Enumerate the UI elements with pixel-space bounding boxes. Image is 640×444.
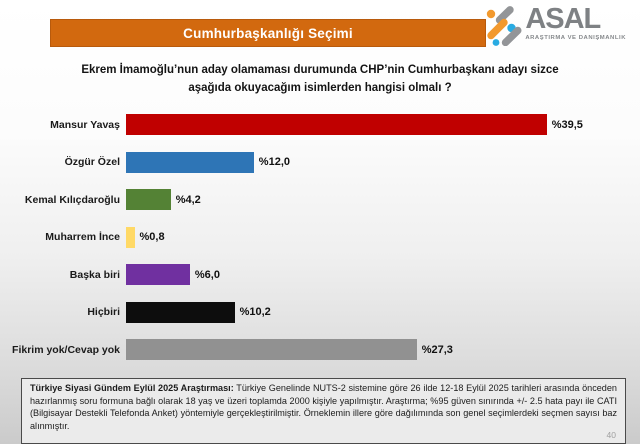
bar xyxy=(126,114,547,136)
page-number: 40 xyxy=(606,430,616,441)
survey-question-line2: aşağıda okuyacağım isimlerden hangisi ol… xyxy=(188,81,452,94)
bar-category-label: Başka biri xyxy=(69,268,120,281)
bar-category-label: Hiçbiri xyxy=(87,306,120,319)
bar-value-label: %12,0 xyxy=(258,156,290,169)
bar-value-label: %0,8 xyxy=(139,231,165,244)
bar xyxy=(126,339,417,361)
chart-row: Fikrim yok/Cevap yok %27,3 xyxy=(8,331,632,369)
chart-row: Mansur Yavaş %39,5 xyxy=(8,106,632,144)
methodology-note: Türkiye Siyasi Gündem Eylül 2025 Araştır… xyxy=(21,378,626,444)
bar-category-label: Muharrem İnce xyxy=(45,231,120,244)
logo-subtitle: ARAŞTIRMA VE DANIŞMANLIK xyxy=(525,34,626,41)
bar-chart: Mansur Yavaş %39,5 Özgür Özel %12,0 Kema… xyxy=(8,106,632,369)
asal-logo: ASAL ARAŞTIRMA VE DANIŞMANLIK xyxy=(484,3,626,46)
bar-category-label: Mansur Yavaş xyxy=(50,118,120,131)
page-title: Cumhurbaşkanlığı Seçimi xyxy=(183,25,353,41)
bar-category-label: Kemal Kılıçdaroğlu xyxy=(24,193,120,206)
bar xyxy=(126,189,171,211)
bar xyxy=(126,264,190,286)
survey-question-line1: Ekrem İmamoğlu’nun aday olamaması durumu… xyxy=(81,64,559,76)
bar-value-label: %10,2 xyxy=(239,306,271,319)
asal-percent-icon xyxy=(487,6,522,46)
bar-value-label: %4,2 xyxy=(175,193,201,206)
methodology-note-text: Türkiye Genelinde NUTS-2 sistemine göre … xyxy=(30,383,617,431)
bar-value-label: %27,3 xyxy=(421,343,453,356)
bar xyxy=(126,151,254,173)
bar-category-label: Fikrim yok/Cevap yok xyxy=(12,343,120,356)
logo-text: ASAL ARAŞTIRMA VE DANIŞMANLIK xyxy=(525,3,626,41)
methodology-note-title: Türkiye Siyasi Gündem Eylül 2025 Araştır… xyxy=(30,383,234,393)
title-banner: Cumhurbaşkanlığı Seçimi xyxy=(50,19,486,47)
bar xyxy=(126,226,135,248)
logo-name: ASAL xyxy=(525,3,601,35)
chart-row: Kemal Kılıçdaroğlu %4,2 xyxy=(8,181,632,219)
bar-value-label: %39,5 xyxy=(551,118,583,131)
survey-question: Ekrem İmamoğlu’nun aday olamaması durumu… xyxy=(20,62,620,98)
chart-row: Özgür Özel %12,0 xyxy=(8,144,632,182)
bar xyxy=(126,301,235,323)
chart-row: Başka biri %6,0 xyxy=(8,256,632,294)
chart-row: Muharrem İnce %0,8 xyxy=(8,219,632,257)
bar-value-label: %6,0 xyxy=(194,268,220,281)
bar-category-label: Özgür Özel xyxy=(64,156,120,169)
chart-row: Hiçbiri %10,2 xyxy=(8,294,632,332)
